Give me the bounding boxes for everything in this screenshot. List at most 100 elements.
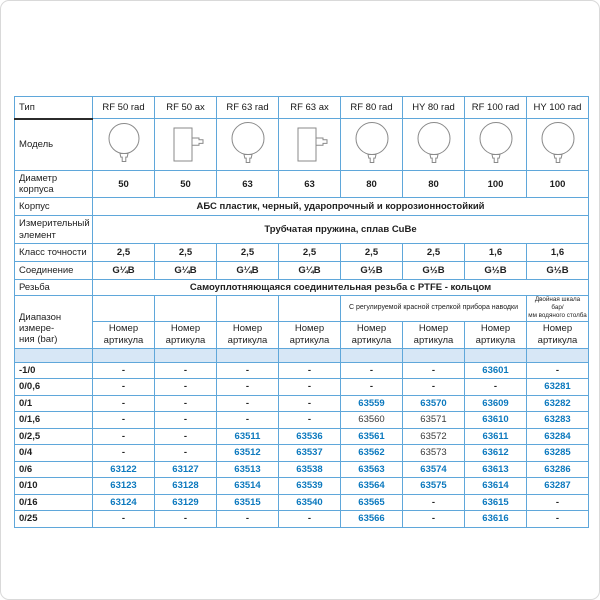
article-cell: -	[340, 361, 403, 380]
axial-gauge-icon	[297, 127, 327, 161]
type-row: Тип RF 50 rad RF 50 ax RF 63 rad RF 63 a…	[14, 96, 589, 120]
model-cell	[402, 118, 465, 171]
element-row-label: Измерительный элемент	[14, 215, 93, 244]
diameter-value: 100	[526, 169, 589, 199]
article-cell: 63614	[464, 477, 527, 495]
article-cell: -	[278, 361, 341, 380]
gauge-spec-table: Тип RF 50 rad RF 50 ax RF 63 rad RF 63 a…	[14, 96, 589, 528]
type-row-label: Тип	[14, 96, 93, 120]
diameter-value: 80	[340, 169, 403, 199]
article-cell: -	[216, 394, 279, 413]
connection-value: G½B	[464, 260, 527, 280]
article-header-cell: Номер артикула	[340, 320, 403, 349]
article-cell: 63282	[526, 394, 589, 413]
article-cell: -	[92, 378, 155, 396]
article-cell: 63559	[340, 394, 403, 413]
article-cell: 63616	[464, 510, 527, 528]
connection-value: G½B	[402, 260, 465, 280]
article-cell: -	[92, 411, 155, 429]
diameter-value: 63	[278, 169, 341, 199]
order-row: 0/10 63123 63128 63514 63539 63564 63575…	[14, 477, 589, 495]
article-cell: -	[526, 510, 589, 528]
article-cell: -	[340, 378, 403, 396]
article-cell: 63609	[464, 394, 527, 413]
article-cell: 63615	[464, 493, 527, 512]
model-cell	[340, 118, 403, 171]
accuracy-value: 2,5	[92, 242, 155, 262]
diameter-value: 50	[92, 169, 155, 199]
article-header-cell: Номер артикула	[92, 320, 155, 349]
article-cell: -	[278, 510, 341, 528]
article-cell: -	[92, 394, 155, 413]
article-cell: 63574	[402, 460, 465, 479]
article-cell: 63575	[402, 477, 465, 495]
feature-note-row: Диапазон измере- ния (bar) С регулируемо…	[14, 295, 589, 349]
article-cell: 63129	[154, 493, 217, 512]
article-cell: 63613	[464, 460, 527, 479]
article-cell: 63611	[464, 427, 527, 446]
article-header-cell: Номер артикула	[526, 320, 589, 349]
range-label-line1: Диапазон измере-	[19, 311, 62, 335]
column-header: RF 80 rad	[340, 96, 403, 119]
model-cell	[526, 118, 589, 171]
separator-cell	[464, 347, 527, 363]
separator-cell	[526, 347, 589, 363]
article-cell: 63281	[526, 378, 589, 396]
article-cell: 63561	[340, 427, 403, 446]
article-cell: 63540	[278, 493, 341, 512]
body-material-value: АБС пластик, черный, ударопрочный и корр…	[92, 197, 589, 217]
dual-scale-note-line2: мм водяного столба	[528, 312, 587, 320]
separator-cell	[340, 347, 403, 363]
article-cell: 63566	[340, 510, 403, 528]
radial-gauge-icon	[108, 123, 139, 162]
accuracy-value: 1,6	[464, 242, 527, 262]
model-cell	[464, 118, 527, 171]
article-cell: -	[154, 510, 217, 528]
diameter-value: 100	[464, 169, 527, 199]
accuracy-row: Класс точности 2,5 2,5 2,5 2,5 2,5 2,5 1…	[14, 242, 589, 262]
diameter-row-label: Диаметр корпуса	[14, 169, 93, 199]
article-header-cell: Номер артикула	[278, 320, 341, 349]
accuracy-value: 1,6	[526, 242, 589, 262]
article-cell: 63124	[92, 493, 155, 512]
model-cell	[92, 118, 155, 171]
range-value: 0/16	[14, 493, 93, 512]
article-cell: -	[154, 427, 217, 446]
model-row: Модель	[14, 118, 589, 171]
connection-row: Соединение G¼B G¼B G¼B G¼B G½B G½B G½B G…	[14, 260, 589, 280]
article-cell: -	[216, 510, 279, 528]
accuracy-value: 2,5	[216, 242, 279, 262]
order-row: 0/2,5 - - 63511 63536 63561 63572 63611 …	[14, 427, 589, 446]
range-value: 0/6	[14, 460, 93, 479]
radial-gauge-icon	[231, 122, 264, 163]
range-value: 0/10	[14, 477, 93, 495]
range-value: 0/2,5	[14, 427, 93, 446]
range-label-line2: ния (bar)	[19, 334, 58, 346]
article-header-cell: Номер артикула	[402, 320, 465, 349]
article-cell: 63565	[340, 493, 403, 512]
article-cell: 63610	[464, 411, 527, 429]
thread-row-label: Резьба	[14, 278, 93, 297]
thread-row: Резьба Самоуплотняющаяся соединительная …	[14, 278, 589, 297]
separator-cell	[402, 347, 465, 363]
range-value: 0/25	[14, 510, 93, 528]
order-row: 0/6 63122 63127 63513 63538 63563 63574 …	[14, 460, 589, 479]
range-value: 0/0,6	[14, 378, 93, 396]
range-value: -1/0	[14, 361, 93, 380]
article-cell: -	[402, 493, 465, 512]
article-cell: 63536	[278, 427, 341, 446]
article-cell: -	[402, 378, 465, 396]
article-cell: 63127	[154, 460, 217, 479]
empty-cell	[278, 295, 341, 322]
range-value: 0/4	[14, 444, 93, 462]
radial-gauge-icon	[479, 122, 512, 163]
article-cell: 63512	[216, 444, 279, 462]
thread-value: Самоуплотняющаяся соединительная резьба …	[92, 278, 589, 297]
radial-gauge-icon	[541, 122, 574, 163]
radial-gauge-icon	[355, 122, 388, 163]
article-cell: 63122	[92, 460, 155, 479]
column-header: RF 50 ax	[154, 96, 217, 119]
article-cell: -	[216, 378, 279, 396]
article-cell: 63560	[340, 411, 403, 429]
